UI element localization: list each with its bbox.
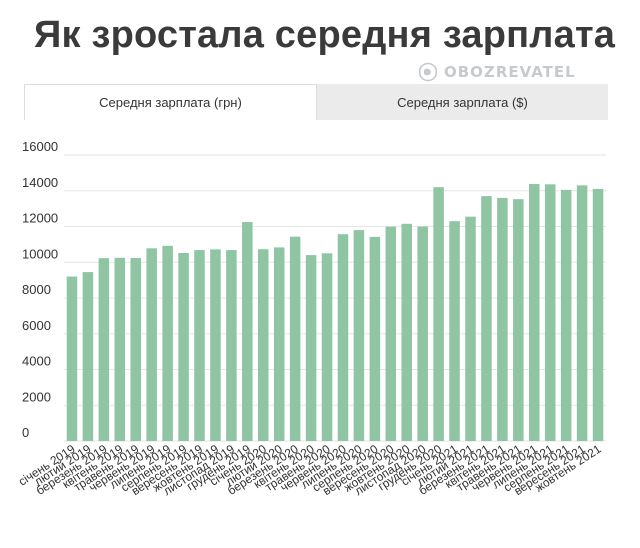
salary-bar-chart: 0200040006000800010000120001400016000січ…: [16, 139, 606, 498]
bar[interactable]: [321, 253, 333, 441]
page-title: Як зростала середня зарплата: [34, 14, 616, 56]
bar[interactable]: [146, 248, 157, 441]
bar[interactable]: [242, 222, 253, 441]
bar[interactable]: [433, 187, 444, 441]
tab-usd[interactable]: Середня зарплата ($): [397, 94, 528, 110]
y-tick-label: 2000: [22, 389, 51, 404]
tab-uah[interactable]: Середня зарплата (грн): [24, 84, 317, 120]
bar[interactable]: [544, 184, 556, 441]
bar[interactable]: [258, 249, 269, 441]
bar[interactable]: [194, 250, 205, 441]
bar[interactable]: [98, 258, 110, 441]
bar[interactable]: [417, 226, 428, 442]
bar[interactable]: [273, 247, 285, 441]
bar[interactable]: [289, 236, 301, 441]
y-tick-label: 6000: [22, 318, 51, 333]
bar[interactable]: [449, 221, 460, 441]
y-tick-label: 8000: [22, 282, 51, 297]
y-tick-label: 12000: [22, 211, 58, 226]
y-tick-label: 4000: [22, 354, 51, 369]
bar[interactable]: [114, 257, 126, 441]
bar[interactable]: [385, 226, 397, 441]
bar[interactable]: [305, 255, 317, 441]
bar[interactable]: [560, 189, 572, 441]
globe-icon: [418, 62, 438, 82]
bar[interactable]: [513, 199, 524, 441]
currency-tabs: Середня зарплата (грн) Середня зарплата …: [24, 84, 608, 120]
brand-logo: OBOZREVATEL: [418, 62, 576, 82]
bar[interactable]: [592, 188, 604, 441]
bar[interactable]: [162, 245, 173, 441]
y-tick-label: 16000: [22, 139, 58, 154]
brand-logo-text: OBOZREVATEL: [444, 63, 576, 81]
bar[interactable]: [369, 236, 381, 441]
y-tick-label: 0: [22, 425, 29, 440]
bar[interactable]: [82, 272, 94, 441]
y-tick-label: 14000: [22, 175, 58, 190]
bar[interactable]: [337, 234, 349, 441]
y-tick-label: 10000: [22, 246, 58, 261]
bar[interactable]: [178, 252, 189, 441]
bar[interactable]: [465, 216, 476, 441]
bar[interactable]: [130, 257, 141, 441]
bar[interactable]: [497, 197, 508, 441]
bar[interactable]: [226, 250, 237, 441]
bar[interactable]: [66, 276, 78, 441]
bar[interactable]: [210, 249, 221, 441]
bar[interactable]: [576, 185, 588, 441]
bar[interactable]: [353, 230, 365, 441]
bar[interactable]: [481, 196, 492, 441]
bar[interactable]: [401, 223, 412, 441]
bar[interactable]: [529, 183, 540, 441]
